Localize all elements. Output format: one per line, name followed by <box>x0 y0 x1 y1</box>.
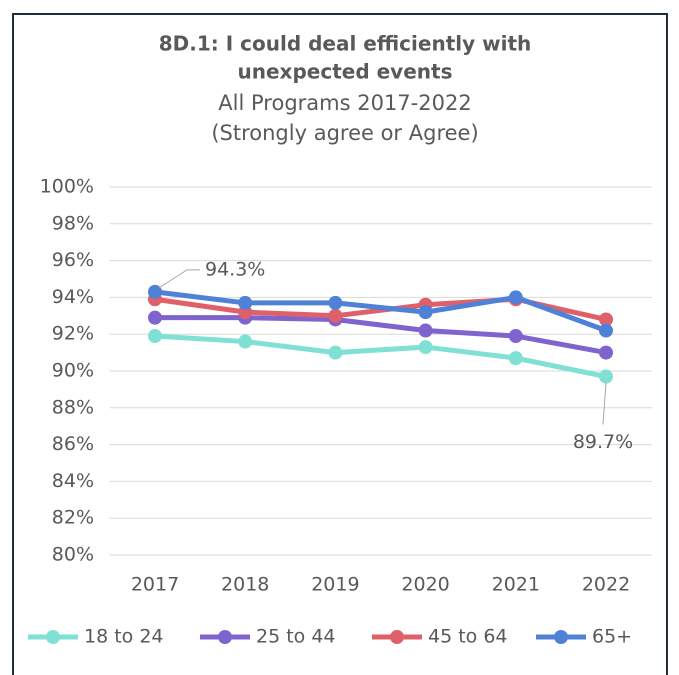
legend-marker <box>218 630 232 644</box>
chart-title: 8D.1: I could deal efficiently with <box>159 32 532 56</box>
x-tick-label: 2019 <box>311 574 359 596</box>
legend-label: 18 to 24 <box>84 626 164 648</box>
y-tick-label: 86% <box>52 433 94 455</box>
series-line <box>155 315 607 356</box>
point <box>508 351 523 366</box>
x-tick-label: 2021 <box>492 574 540 596</box>
legend-label: 65+ <box>592 626 632 648</box>
point <box>148 284 162 299</box>
y-tick-label: 92% <box>52 323 94 345</box>
point <box>148 310 162 325</box>
point <box>599 323 613 338</box>
legend-marker <box>554 630 568 644</box>
data-label: 94.3% <box>205 258 265 280</box>
data-label: 89.7% <box>573 431 633 453</box>
leader-line <box>158 269 200 289</box>
point <box>418 340 433 355</box>
point <box>328 345 343 360</box>
point <box>508 290 523 305</box>
point <box>599 312 613 327</box>
point <box>148 329 162 344</box>
y-tick-label: 100% <box>40 176 94 198</box>
chart-subtitle: (Strongly agree or Agree) <box>211 121 478 145</box>
legend-label: 45 to 64 <box>428 626 508 648</box>
point <box>328 295 343 310</box>
series-line <box>154 333 607 379</box>
chart-subtitle: All Programs 2017-2022 <box>218 91 471 115</box>
point <box>418 323 433 338</box>
y-tick-label: 80% <box>52 544 94 566</box>
point <box>418 305 433 320</box>
point <box>599 345 613 360</box>
y-tick-label: 88% <box>52 396 94 418</box>
y-tick-label: 90% <box>52 360 94 382</box>
x-tick-label: 2018 <box>221 574 269 596</box>
x-tick-label: 2020 <box>401 574 449 596</box>
y-tick-label: 84% <box>52 470 94 492</box>
x-tick-label: 2017 <box>131 574 179 596</box>
point <box>599 369 613 384</box>
point <box>508 329 523 344</box>
x-tick-label: 2022 <box>582 574 630 596</box>
series-line <box>154 289 607 333</box>
y-tick-label: 96% <box>52 249 94 271</box>
point <box>238 295 253 310</box>
leader-line <box>602 382 607 425</box>
y-tick-label: 98% <box>52 212 94 234</box>
point <box>238 334 253 349</box>
y-tick-label: 94% <box>52 286 94 308</box>
legend-marker <box>390 630 404 644</box>
legend-label: 25 to 44 <box>256 626 336 648</box>
legend-marker <box>46 630 60 644</box>
y-tick-label: 82% <box>52 507 94 529</box>
chart-title: unexpected events <box>238 60 453 84</box>
point <box>328 308 343 323</box>
